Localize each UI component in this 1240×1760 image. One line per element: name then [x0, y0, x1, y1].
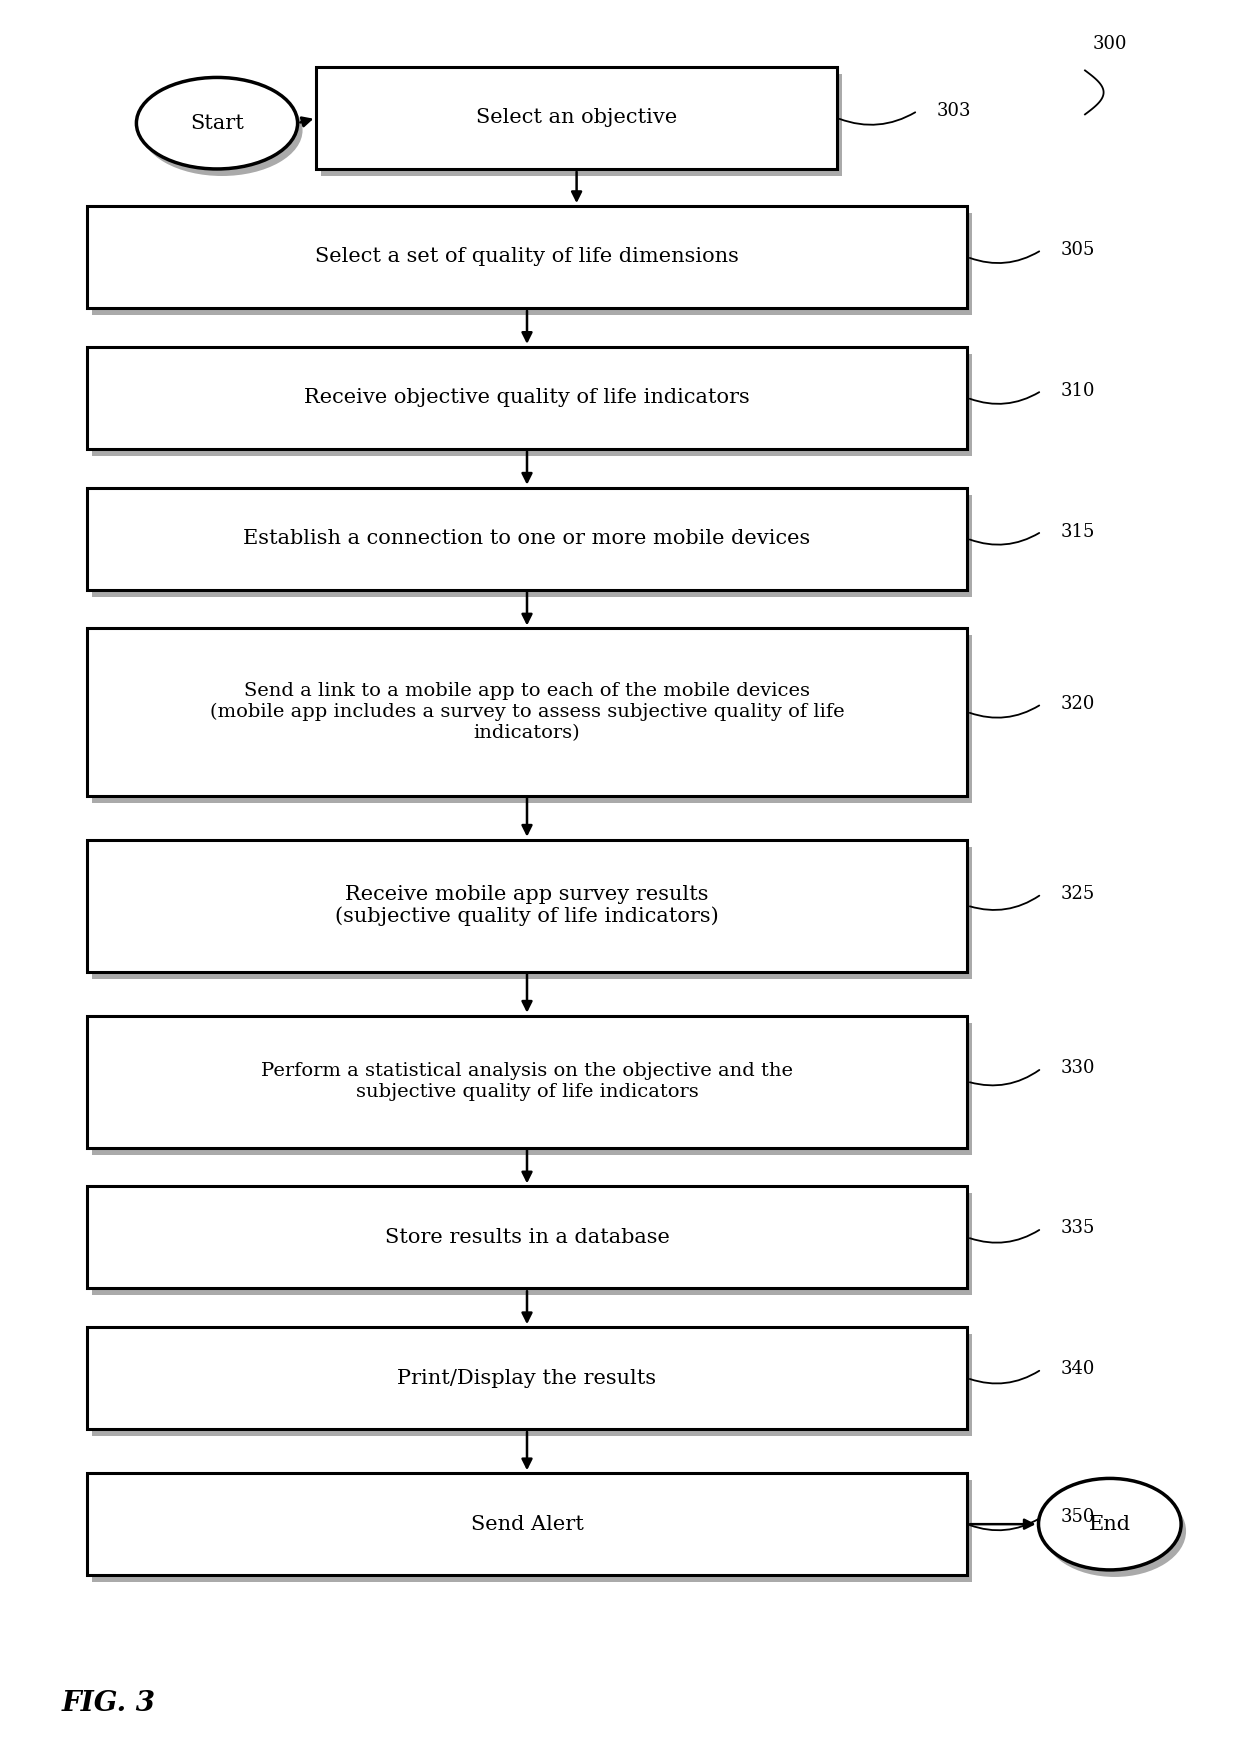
Text: 303: 303 [936, 102, 971, 120]
FancyBboxPatch shape [92, 1480, 972, 1582]
FancyBboxPatch shape [92, 635, 972, 803]
Text: Store results in a database: Store results in a database [384, 1228, 670, 1246]
Text: End: End [1089, 1515, 1131, 1533]
FancyBboxPatch shape [87, 840, 967, 972]
Ellipse shape [1044, 1485, 1185, 1577]
Text: 340: 340 [1060, 1360, 1095, 1378]
Ellipse shape [141, 84, 303, 176]
Text: Start: Start [190, 114, 244, 132]
Text: Receive objective quality of life indicators: Receive objective quality of life indica… [304, 389, 750, 407]
FancyBboxPatch shape [87, 1186, 967, 1288]
Text: Print/Display the results: Print/Display the results [398, 1369, 656, 1387]
FancyBboxPatch shape [316, 67, 837, 169]
FancyBboxPatch shape [92, 1023, 972, 1155]
FancyBboxPatch shape [87, 488, 967, 590]
Text: 350: 350 [1060, 1508, 1095, 1526]
FancyBboxPatch shape [92, 213, 972, 315]
Text: Send Alert: Send Alert [470, 1515, 584, 1533]
Text: Send a link to a mobile app to each of the mobile devices
(mobile app includes a: Send a link to a mobile app to each of t… [210, 681, 844, 743]
FancyBboxPatch shape [87, 1016, 967, 1148]
Text: 305: 305 [1060, 241, 1095, 259]
Ellipse shape [1039, 1478, 1180, 1570]
Ellipse shape [136, 77, 298, 169]
Text: Receive mobile app survey results
(subjective quality of life indicators): Receive mobile app survey results (subje… [335, 885, 719, 926]
FancyBboxPatch shape [92, 1334, 972, 1436]
Text: 335: 335 [1060, 1220, 1095, 1237]
Text: 330: 330 [1060, 1060, 1095, 1077]
FancyBboxPatch shape [87, 1473, 967, 1575]
FancyBboxPatch shape [87, 1327, 967, 1429]
FancyBboxPatch shape [87, 206, 967, 308]
Text: Select an objective: Select an objective [476, 109, 677, 127]
Text: 325: 325 [1060, 885, 1095, 903]
FancyBboxPatch shape [92, 495, 972, 597]
Text: 315: 315 [1060, 523, 1095, 540]
Text: Perform a statistical analysis on the objective and the
subjective quality of li: Perform a statistical analysis on the ob… [260, 1061, 794, 1102]
FancyBboxPatch shape [92, 847, 972, 979]
Text: 320: 320 [1060, 695, 1095, 713]
FancyBboxPatch shape [92, 1193, 972, 1295]
Text: Select a set of quality of life dimensions: Select a set of quality of life dimensio… [315, 248, 739, 266]
Text: Establish a connection to one or more mobile devices: Establish a connection to one or more mo… [243, 530, 811, 547]
FancyBboxPatch shape [87, 347, 967, 449]
Text: FIG. 3: FIG. 3 [62, 1690, 156, 1718]
FancyBboxPatch shape [87, 628, 967, 796]
FancyBboxPatch shape [92, 354, 972, 456]
Text: 300: 300 [1092, 35, 1127, 53]
Text: 310: 310 [1060, 382, 1095, 400]
FancyBboxPatch shape [321, 74, 842, 176]
